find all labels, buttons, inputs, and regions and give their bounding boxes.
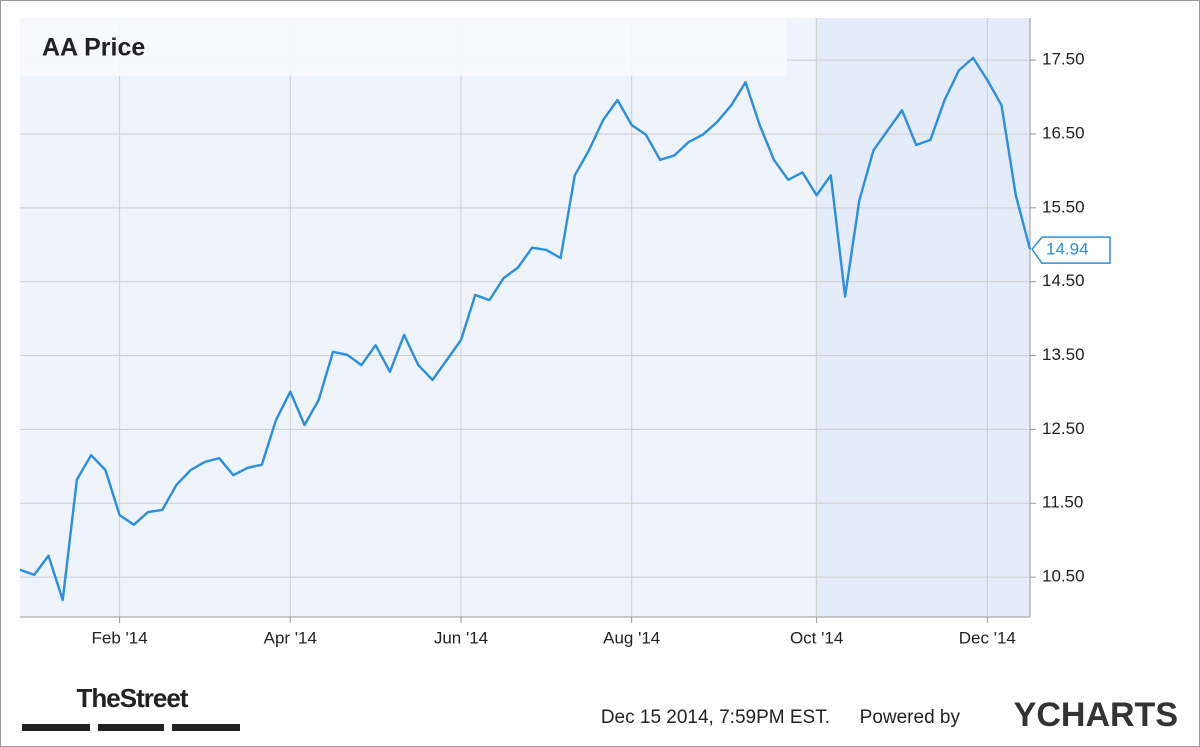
last-value-label: 14.94 [1046, 240, 1089, 259]
timestamp: Dec 15 2014, 7:59PM EST. [601, 707, 830, 728]
y-tick-label: 15.50 [1042, 197, 1085, 216]
chart-title: AA Price [42, 34, 145, 62]
price-line [19, 56, 1032, 602]
brand: YCHARTS [1014, 696, 1178, 734]
title-box [20, 18, 787, 76]
y-tick-label: 10.50 [1042, 567, 1085, 586]
y-tick-label: 14.50 [1042, 271, 1085, 290]
x-tick-label: Aug '14 [603, 628, 660, 647]
powered-by: Powered by [860, 707, 961, 728]
x-tick-label: Apr '14 [264, 628, 317, 647]
x-tick-label: Jun '14 [434, 628, 488, 647]
x-tick-label: Dec '14 [959, 628, 1016, 647]
plot-highlight [815, 18, 1030, 617]
x-tick-label: Oct '14 [790, 628, 843, 647]
y-tick-label: 11.50 [1042, 493, 1083, 512]
y-tick-label: 12.50 [1042, 419, 1085, 438]
logo-bar [172, 724, 240, 731]
y-tick-label: 13.50 [1042, 345, 1085, 364]
logo-bar [98, 724, 164, 731]
x-tick-label: Feb '14 [91, 628, 147, 647]
logo: TheStreet [77, 683, 189, 713]
last-value-callout [1031, 236, 1111, 264]
grid [20, 18, 1030, 617]
logo-bar [22, 724, 90, 731]
y-tick-label: 16.50 [1042, 123, 1085, 142]
y-tick-label: 17.50 [1042, 50, 1085, 69]
